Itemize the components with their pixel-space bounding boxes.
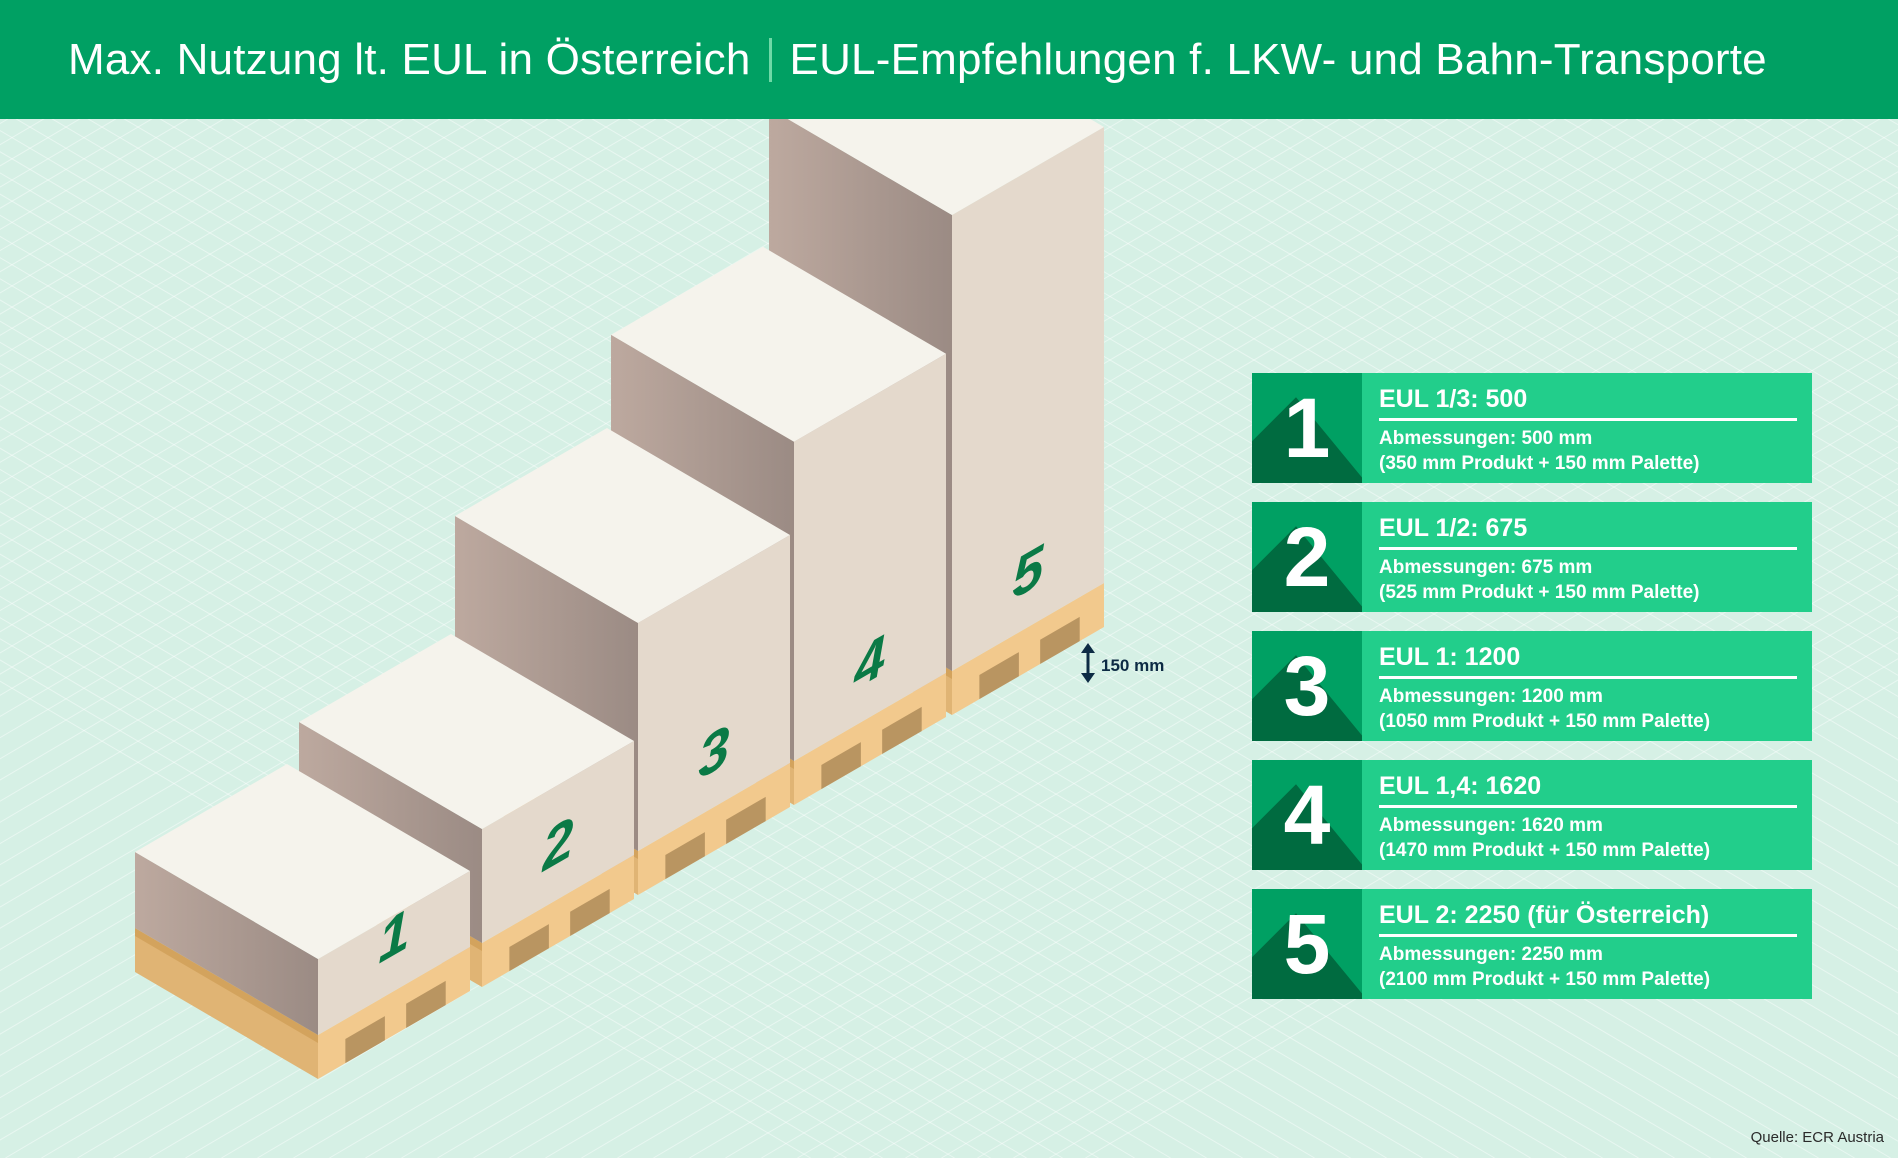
pallet-slot (882, 706, 922, 754)
box-front-face (794, 353, 946, 761)
source-note: Quelle: ECR Austria (1750, 1129, 1884, 1146)
pallet-slot (406, 980, 446, 1028)
dimension-marker: 150 mm (1081, 643, 1164, 683)
legend-divider (1379, 676, 1797, 679)
legend-number: 5 (1283, 897, 1331, 991)
legend-number: 3 (1283, 639, 1331, 733)
box-left-face (135, 852, 318, 1035)
pallet-slot (570, 888, 610, 936)
legend-item-1: 1 EUL 1/3: 500 Abmessungen: 500 mm (350 … (1252, 373, 1812, 483)
legend-title: EUL 1: 1200 (1379, 643, 1521, 671)
legend-panel: 1 EUL 1/3: 500 Abmessungen: 500 mm (350 … (1252, 373, 1812, 1018)
box-top-face (787, 119, 1104, 215)
pallet-slot (1040, 616, 1080, 664)
pallet-stack-1: 1 (135, 764, 470, 1079)
pallet-side (135, 928, 318, 1079)
box-front-face (482, 741, 634, 943)
legend-item-2: 2 EUL 1/2: 675 Abmessungen: 675 mm (525 … (1252, 502, 1812, 612)
pallet-slot (509, 924, 549, 972)
arrow-head-down (1081, 673, 1095, 683)
legend-item-3: 3 EUL 1: 1200 Abmessungen: 1200 mm (1050… (1252, 631, 1812, 741)
legend-breakdown: (2100 mm Produkt + 150 mm Palette) (1379, 969, 1711, 990)
pallet-slot (821, 742, 861, 790)
legend-title: EUL 1/2: 675 (1379, 514, 1528, 542)
title-separator (768, 37, 772, 82)
legend-title: EUL 2: 2250 (für Österreich) (1379, 901, 1710, 929)
page-title-left: Max. Nutzung lt. EUL in Österreich (68, 34, 751, 84)
header-bar: Max. Nutzung lt. EUL in Österreich EUL-E… (0, 0, 1898, 119)
legend-breakdown: (525 mm Produkt + 150 mm Palette) (1379, 582, 1700, 603)
legend-number-box: 1 (1252, 373, 1362, 483)
legend-number-box: 3 (1252, 631, 1362, 741)
legend-item-5: 5 EUL 2: 2250 (für Österreich) Abmessung… (1252, 889, 1812, 999)
legend-dimensions: Abmessungen: 2250 mm (1379, 944, 1603, 965)
pallet-slot (345, 1016, 385, 1064)
legend-number: 1 (1283, 381, 1331, 475)
legend-breakdown: (350 mm Produkt + 150 mm Palette) (1379, 453, 1700, 474)
legend-number-box: 5 (1252, 889, 1362, 999)
box-top-face (135, 764, 470, 959)
legend-dimensions: Abmessungen: 1200 mm (1379, 686, 1603, 707)
legend-number: 2 (1283, 510, 1331, 604)
box-top-face (299, 634, 634, 829)
legend-breakdown: (1050 mm Produkt + 150 mm Palette) (1379, 711, 1711, 732)
pallet-slot (726, 796, 766, 844)
legend-dimensions: Abmessungen: 1620 mm (1379, 815, 1603, 836)
legend-number: 4 (1283, 768, 1331, 862)
dimension-label: 150 mm (1101, 656, 1164, 675)
box-top-face (455, 428, 790, 623)
pallet-slot (665, 832, 705, 880)
legend-number-box: 4 (1252, 760, 1362, 870)
legend-title: EUL 1,4: 1620 (1379, 772, 1542, 800)
legend-divider (1379, 418, 1797, 421)
pallet-slot (979, 652, 1019, 700)
page-title-right: EUL-Empfehlungen f. LKW- und Bahn-Transp… (789, 34, 1767, 84)
box-top-face (611, 246, 946, 442)
box-front-face (952, 127, 1104, 671)
box-front-face (638, 535, 790, 851)
legend-title: EUL 1/3: 500 (1379, 385, 1528, 413)
legend-divider (1379, 805, 1797, 808)
legend-divider (1379, 934, 1797, 937)
pallet-deck (135, 928, 318, 1043)
box-front-face (318, 871, 470, 1035)
legend-divider (1379, 547, 1797, 550)
legend-dimensions: Abmessungen: 675 mm (1379, 557, 1593, 578)
arrow-head-up (1081, 643, 1095, 653)
legend-item-4: 4 EUL 1,4: 1620 Abmessungen: 1620 mm (14… (1252, 760, 1812, 870)
legend-number-box: 2 (1252, 502, 1362, 612)
legend-dimensions: Abmessungen: 500 mm (1379, 428, 1593, 449)
legend-breakdown: (1470 mm Produkt + 150 mm Palette) (1379, 840, 1711, 861)
